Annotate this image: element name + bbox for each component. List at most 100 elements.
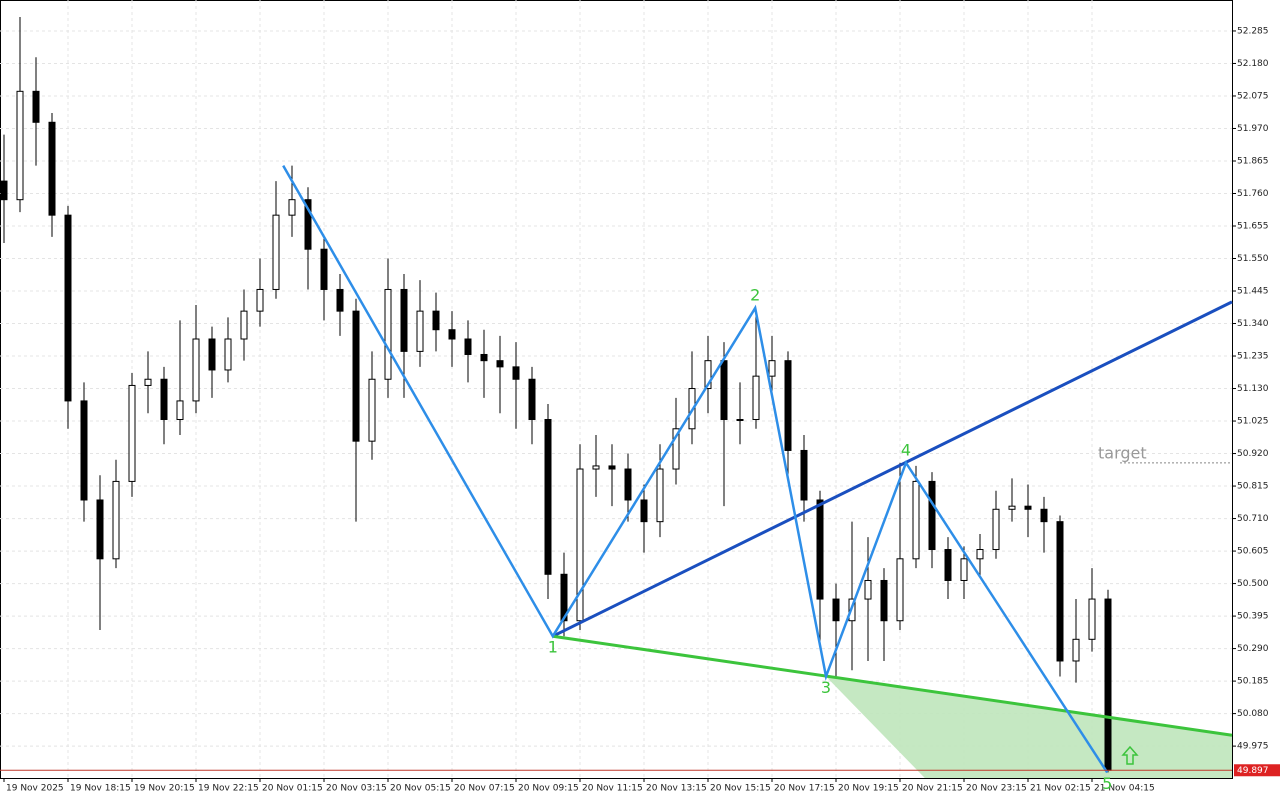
- candle-body: [912, 480, 920, 560]
- y-tick-label: 50.605: [1237, 547, 1269, 557]
- x-tick-label: 20 Nov 05:15: [390, 784, 451, 794]
- candle-body: [720, 360, 728, 420]
- candle-body: [400, 288, 408, 352]
- y-tick-label: 51.130: [1237, 384, 1269, 394]
- candle-body: [1024, 505, 1032, 510]
- candle-body: [752, 375, 760, 420]
- candle-body: [192, 338, 200, 402]
- y-tick-label: 52.285: [1237, 26, 1269, 36]
- y-tick-label: 50.395: [1237, 612, 1269, 622]
- candle-body: [320, 248, 328, 290]
- candle-body: [1104, 598, 1112, 771]
- candle-body: [976, 549, 984, 560]
- x-tick-label: 19 Nov 22:15: [198, 784, 259, 794]
- candle-body: [1008, 505, 1016, 510]
- candle-body: [864, 579, 872, 600]
- candle-body: [176, 400, 184, 420]
- last-price-label: 49.897: [1237, 766, 1269, 776]
- candle-body: [336, 288, 344, 312]
- x-tick-label: 20 Nov 23:15: [966, 784, 1027, 794]
- candle-body: [560, 573, 568, 622]
- target-zone: [826, 676, 1232, 778]
- candle-body: [224, 338, 232, 371]
- pattern-zigzag: [282, 165, 1109, 774]
- lower-trendline: [552, 634, 1233, 737]
- candle-body: [48, 121, 56, 216]
- candle-body: [144, 378, 152, 386]
- candle-body: [1040, 508, 1048, 523]
- y-tick-label: 50.920: [1237, 449, 1269, 459]
- candle-body: [448, 329, 456, 340]
- y-tick-label: 50.080: [1237, 709, 1269, 719]
- last-price-box: [1234, 764, 1280, 777]
- candle-body: [240, 310, 248, 340]
- candle-body: [528, 378, 536, 420]
- x-tick-label: 20 Nov 01:15: [262, 784, 323, 794]
- y-tick-label: 51.760: [1237, 189, 1269, 199]
- candle-body: [800, 449, 808, 501]
- y-tick-label: 51.970: [1237, 124, 1269, 134]
- x-tick-label: 20 Nov 19:15: [838, 784, 899, 794]
- candle-body: [96, 499, 104, 560]
- candle-body: [768, 360, 776, 377]
- candle-body: [80, 400, 88, 501]
- candle-body: [640, 499, 648, 523]
- candle-body: [368, 378, 376, 442]
- x-tick-label: 20 Nov 03:15: [326, 784, 387, 794]
- candle-body: [112, 480, 120, 560]
- candle-body: [512, 366, 520, 380]
- y-tick-label: 51.655: [1237, 222, 1269, 232]
- pattern-point-label: 5: [1102, 774, 1112, 793]
- candle-body: [544, 418, 552, 575]
- candle-body: [416, 310, 424, 352]
- x-tick-label: 19 Nov 18:15: [70, 784, 131, 794]
- candle-body: [288, 199, 296, 216]
- candle-body: [672, 428, 680, 470]
- candle-body: [576, 468, 584, 622]
- y-tick-label: 51.550: [1237, 254, 1269, 264]
- candle-body: [1072, 638, 1080, 662]
- y-tick-label: 51.445: [1237, 287, 1269, 297]
- pattern-point-label: 1: [548, 638, 558, 657]
- candle-body: [432, 310, 440, 331]
- candle-body: [704, 360, 712, 390]
- pattern-point-label: 3: [821, 678, 831, 697]
- candle-body: [832, 598, 840, 622]
- x-tick-label: 20 Nov 07:15: [454, 784, 515, 794]
- x-tick-label: 21 Nov 04:15: [1094, 784, 1155, 794]
- y-tick-label: 51.025: [1237, 417, 1269, 427]
- y-tick-label: 50.710: [1237, 514, 1269, 524]
- candle-body: [384, 288, 392, 380]
- y-tick-label: 49.975: [1237, 742, 1269, 752]
- pattern-point-label: 2: [750, 286, 760, 305]
- candle-body: [16, 90, 24, 201]
- x-tick-label: 19 Nov 2025: [6, 784, 64, 794]
- candle-body: [160, 378, 168, 420]
- candle-body: [784, 360, 792, 451]
- y-tick-label: 50.290: [1237, 644, 1269, 654]
- candle-body: [592, 465, 600, 470]
- x-tick-label: 20 Nov 11:15: [582, 784, 643, 794]
- candle-body: [128, 384, 136, 482]
- candle-body: [928, 480, 936, 551]
- candle-body: [464, 338, 472, 355]
- x-tick-label: 21 Nov 02:15: [1030, 784, 1091, 794]
- y-tick-label: 52.075: [1237, 91, 1269, 101]
- x-tick-label: 20 Nov 21:15: [902, 784, 963, 794]
- candle-body: [256, 288, 264, 312]
- y-tick-label: 51.865: [1237, 156, 1269, 166]
- y-tick-label: 51.235: [1237, 352, 1269, 362]
- candle-body: [880, 579, 888, 622]
- up-arrow-icon: [1121, 745, 1139, 765]
- y-tick-label: 51.340: [1237, 319, 1269, 329]
- candle-body: [896, 558, 904, 622]
- candle-body: [736, 418, 744, 421]
- y-tick-label: 50.185: [1237, 677, 1269, 687]
- candle-body: [32, 90, 40, 123]
- candle-body: [272, 214, 280, 290]
- x-tick-label: 20 Nov 15:15: [710, 784, 771, 794]
- candle-body: [992, 508, 1000, 551]
- x-tick-label: 20 Nov 09:15: [518, 784, 579, 794]
- target-label: target: [1098, 443, 1147, 462]
